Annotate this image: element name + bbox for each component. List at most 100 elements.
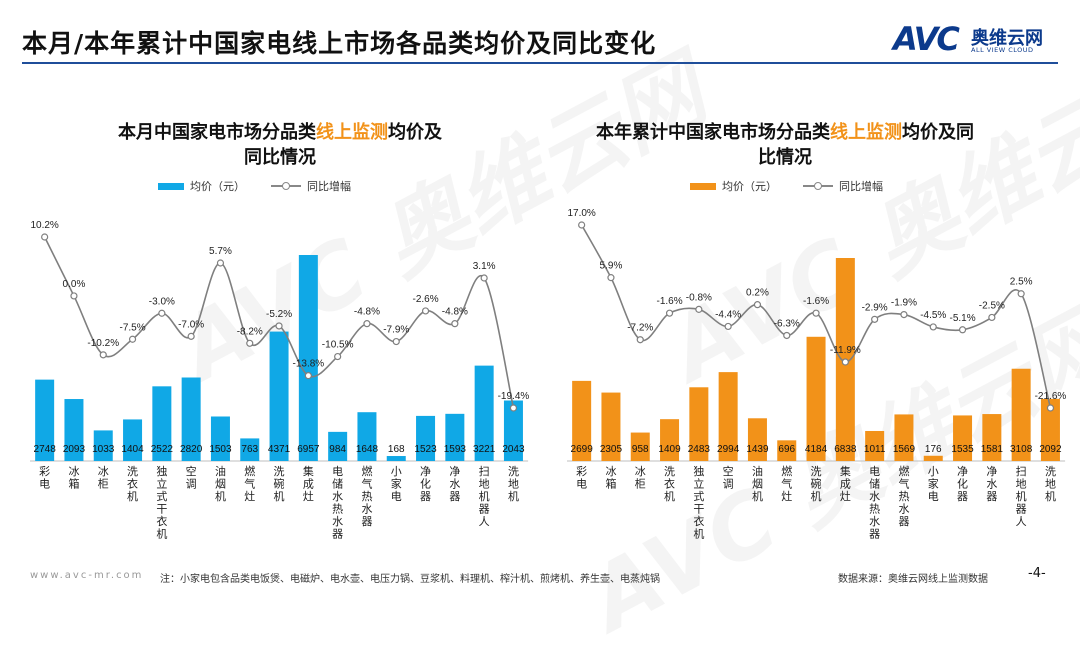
left-category-label: 净 xyxy=(449,464,460,478)
right-bar-value-label: 1535 xyxy=(951,444,974,455)
chart-title-right: 本年累计中国家电市场分品类线上监测均价及同 比情况 xyxy=(555,120,1015,170)
left-category-label: 器 xyxy=(361,515,372,528)
left-growth-label: -8.2% xyxy=(237,326,263,337)
left-category-label: 衣 xyxy=(156,514,167,528)
right-bar xyxy=(777,440,797,461)
right-category-label: 洗 xyxy=(664,465,675,478)
left-bar-value-label: 6957 xyxy=(297,444,320,455)
left-category-label: 水 xyxy=(449,478,460,491)
left-bar xyxy=(93,430,113,461)
right-category-label: 油 xyxy=(752,464,763,478)
left-growth-point xyxy=(246,339,254,347)
right-growth-label: -1.6% xyxy=(656,296,682,307)
right-bar-value-label: 696 xyxy=(778,444,795,455)
right-growth-point xyxy=(783,331,791,340)
right-growth-label: -4.5% xyxy=(920,310,946,321)
left-growth-point xyxy=(99,351,107,359)
left-growth-point xyxy=(187,332,195,340)
left-growth-label: 3.1% xyxy=(473,261,496,272)
right-category-label: 干 xyxy=(693,503,704,516)
left-bar-value-label: 2748 xyxy=(34,444,57,455)
legend-bar-label: 均价（元） xyxy=(722,180,777,193)
right-category-label: 箱 xyxy=(605,477,616,491)
left-bar-value-label: 3221 xyxy=(473,444,496,455)
left-growth-label: -10.2% xyxy=(87,338,119,349)
right-category-label: 家 xyxy=(928,477,939,491)
left-category-label: 箱 xyxy=(68,477,79,491)
right-bar xyxy=(923,455,943,461)
chart-title-pre: 本月中国家电市场分品类 xyxy=(118,122,316,143)
right-category-label: 热 xyxy=(898,490,909,503)
left-bar xyxy=(210,416,230,461)
right-growth-label: -2.5% xyxy=(979,300,1005,311)
left-category-label: 彩 xyxy=(39,465,50,478)
left-category-label: 人 xyxy=(479,515,490,528)
left-category-label: 油 xyxy=(215,464,226,478)
right-category-label: 人 xyxy=(1016,515,1027,528)
header-rule xyxy=(22,62,1058,64)
footer-url[interactable]: www.avc-mr.com xyxy=(30,570,144,581)
left-category-label: 器 xyxy=(479,503,490,516)
right-category-label: 独 xyxy=(693,465,704,478)
left-category-label: 冰 xyxy=(98,465,109,478)
right-bar-value-label: 1011 xyxy=(864,444,886,455)
left-category-label: 成 xyxy=(303,478,314,491)
left-bar-value-label: 4371 xyxy=(268,444,291,455)
left-category-label: 电 xyxy=(39,478,50,491)
right-growth-point xyxy=(578,221,586,229)
left-growth-point xyxy=(128,335,137,343)
left-category-label: 热 xyxy=(332,503,343,516)
left-category-label: 灶 xyxy=(244,490,255,503)
left-category-label: 机 xyxy=(127,489,138,503)
right-category-label: 烟 xyxy=(752,477,763,491)
right-bar-value-label: 1581 xyxy=(981,444,1004,455)
right-growth-label: -2.9% xyxy=(862,302,888,313)
right-category-label: 储 xyxy=(869,477,880,491)
right-category-label: 冰 xyxy=(635,465,646,478)
right-bar-value-label: 6838 xyxy=(834,444,857,455)
left-bar-value-label: 984 xyxy=(329,444,346,455)
left-bar xyxy=(181,377,201,461)
right-bar xyxy=(1011,368,1031,461)
left-bar xyxy=(416,415,436,461)
right-growth-point xyxy=(607,274,615,282)
right-category-label: 器 xyxy=(957,490,968,503)
left-growth-label: -13.8% xyxy=(293,359,325,370)
left-bar xyxy=(357,412,377,461)
right-category-label: 集 xyxy=(840,464,851,478)
left-growth-point xyxy=(41,233,49,241)
left-category-label: 电 xyxy=(332,465,343,478)
chart-title-post: 均价及 xyxy=(388,122,442,143)
right-category-label: 化 xyxy=(957,477,968,491)
left-bar xyxy=(240,438,260,461)
left-growth-label: -7.5% xyxy=(119,322,145,333)
left-category-label: 储 xyxy=(332,477,343,491)
left-category-label: 烟 xyxy=(215,477,226,491)
left-bar-value-label: 1503 xyxy=(209,444,232,455)
right-category-label: 机 xyxy=(1016,489,1027,503)
chart-title-line2: 同比情况 xyxy=(244,147,316,168)
left-growth-point xyxy=(334,352,342,361)
right-category-label: 器 xyxy=(898,515,909,528)
left-category-label: 燃 xyxy=(361,464,372,478)
right-growth-point xyxy=(636,336,644,344)
left-category-label: 衣 xyxy=(127,477,138,491)
right-growth-label: -7.2% xyxy=(627,323,653,334)
right-category-label: 水 xyxy=(898,503,909,516)
right-growth-point xyxy=(1017,290,1025,298)
right-bar xyxy=(806,336,826,461)
right-growth-label: -1.6% xyxy=(803,296,829,307)
right-category-label: 扫 xyxy=(1016,465,1027,478)
left-category-label: 集 xyxy=(303,464,314,478)
logo-en: ALL VIEW CLOUD xyxy=(971,46,1034,54)
right-bar xyxy=(630,432,650,461)
right-category-label: 地 xyxy=(1016,478,1027,491)
right-growth-point xyxy=(695,305,703,313)
right-category-label: 灶 xyxy=(781,490,792,503)
right-growth-point xyxy=(724,322,732,331)
right-category-label: 器 xyxy=(869,528,880,541)
left-bar xyxy=(298,255,318,461)
right-bar xyxy=(601,392,621,461)
logo-mark: AVC xyxy=(893,20,960,58)
right-growth-label: -0.8% xyxy=(686,292,712,303)
